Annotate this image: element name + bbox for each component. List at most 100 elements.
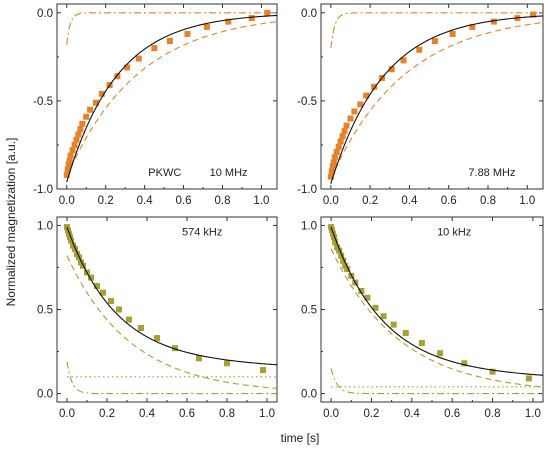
data-point: [449, 30, 456, 37]
y-tick-label: -0.5: [33, 96, 53, 108]
panel-top-left: 0.0 0.2 0.4 0.6 0.8 1.0 -1.0 -0.5 0.0 PKWC 10 MHz: [33, 3, 278, 207]
data-point: [331, 154, 338, 161]
panel-frame: [320, 216, 544, 403]
data-point: [344, 266, 351, 273]
panel-frame: [56, 216, 278, 403]
x-tick-label: 0.8: [480, 195, 496, 207]
data-point: [338, 252, 345, 259]
data-point: [328, 168, 335, 175]
x-tick-label: 0.6: [179, 408, 195, 420]
y-tick-label: 0.5: [301, 305, 317, 317]
panel-annotation: 574 kHz: [182, 227, 222, 239]
x-tick-label: 0.8: [485, 408, 501, 420]
fit-curve: [330, 226, 543, 376]
data-point: [469, 23, 476, 30]
data-point: [114, 73, 121, 80]
data-point: [69, 147, 76, 154]
data-point: [336, 247, 343, 254]
data-point: [358, 288, 365, 294]
curves: [328, 224, 543, 395]
data-point: [363, 92, 370, 99]
curves: [63, 9, 277, 183]
data-point: [342, 262, 349, 269]
data-point: [124, 64, 131, 71]
data-point: [135, 55, 142, 62]
data-point: [67, 152, 74, 159]
panel-annotation: 10 MHz: [210, 167, 248, 179]
data-point: [418, 340, 425, 347]
data-point: [431, 38, 438, 44]
curves: [64, 224, 277, 395]
x-axis-label: time [s]: [281, 431, 320, 445]
data-point: [78, 259, 84, 266]
data-point: [331, 234, 338, 241]
x-tick-label: 0.2: [98, 195, 114, 207]
data-point: [172, 345, 178, 352]
dashdot-component-curve: [66, 12, 277, 45]
data-point: [77, 126, 84, 133]
data-point: [88, 274, 94, 281]
data-point: [203, 23, 210, 30]
x-tick-label: 0.0: [59, 408, 75, 420]
x-tick-label: 0.6: [444, 408, 460, 420]
x-tick-label: 0.4: [139, 408, 156, 420]
dashed-component-curve: [330, 248, 543, 388]
data-point: [73, 136, 80, 143]
x-tick-label: 1.0: [525, 408, 541, 420]
y-axis-label: Normalized magnetization [a.u.]: [4, 138, 18, 307]
data-point: [402, 330, 409, 337]
y-tick-label: 0.5: [37, 305, 53, 317]
y-tick-label: -1.0: [297, 184, 317, 196]
y-tick-label: 1.0: [37, 220, 53, 232]
dashed-component-curve: [66, 255, 277, 389]
data-point: [92, 99, 99, 106]
data-point: [388, 66, 395, 73]
data-point: [334, 244, 341, 251]
y-tick-label: -1.0: [33, 184, 53, 196]
panel-frame: [56, 3, 278, 190]
data-point: [225, 18, 232, 25]
data-point: [196, 355, 202, 362]
data-point: [264, 9, 271, 16]
x-tick-label: 0.2: [99, 408, 115, 420]
data-point: [116, 306, 122, 313]
panel-bottom-left: 0.0 0.2 0.4 0.6 0.8 1.0 0.0 0.5 1.0 574 kHz: [37, 216, 278, 420]
panel-annotation: 7.88 MHz: [468, 167, 515, 179]
data-point: [71, 141, 78, 148]
fit-curve: [66, 14, 277, 183]
data-point: [154, 335, 160, 342]
x-tick-label: 0.2: [362, 195, 378, 207]
data-point: [65, 161, 72, 168]
data-point: [390, 321, 397, 328]
fit-curve: [66, 226, 277, 366]
data-point: [400, 57, 407, 64]
data-point: [94, 282, 100, 289]
x-tick-label: 0.4: [401, 195, 418, 207]
y-tick-label: 0.0: [37, 389, 53, 401]
x-tick-label: 0.8: [219, 408, 235, 420]
data-point: [260, 367, 266, 374]
data-point: [68, 237, 74, 244]
data-point: [151, 45, 158, 52]
data-point: [63, 171, 70, 178]
data-point: [184, 30, 191, 37]
dashdot-component-curve: [330, 368, 543, 395]
x-tick-label: 0.0: [59, 195, 75, 207]
x-tick-label: 0.6: [176, 195, 192, 207]
x-tick-label: 0.8: [214, 195, 230, 207]
data-point: [248, 15, 255, 22]
data-point: [525, 375, 532, 382]
y-tick-label: 0.0: [301, 389, 317, 401]
y-tick-label: 0.0: [37, 8, 53, 20]
y-tick-label: 1.0: [301, 220, 317, 232]
data-point: [339, 133, 346, 140]
x-tick-label: 1.0: [253, 195, 269, 207]
data-point: [343, 122, 350, 129]
dashed-component-curve: [330, 21, 543, 179]
panel-bottom-right: 0.0 0.2 0.4 0.6 0.8 1.0 0.0 0.5 1.0 10 kHz: [301, 216, 544, 420]
data-point: [337, 138, 344, 145]
data-point: [461, 360, 468, 367]
y-tick-label: -0.5: [297, 96, 317, 108]
